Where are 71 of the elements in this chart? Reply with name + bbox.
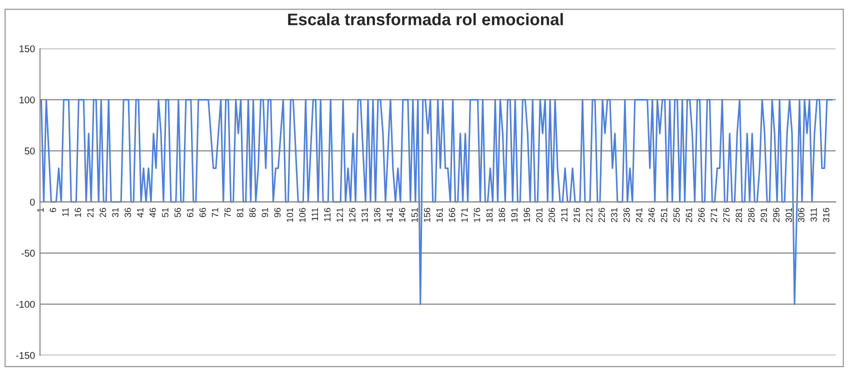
x-tick-label: 216 <box>574 208 580 222</box>
x-tick-label: 11 <box>62 208 69 216</box>
x-tick-label: 186 <box>498 208 506 222</box>
x-tick-label: 301 <box>786 208 792 222</box>
x-tick-label: 116 <box>324 208 331 222</box>
x-tick-label: 231 <box>610 208 618 222</box>
x-tick-label: 276 <box>723 208 730 222</box>
x-tick-label: 236 <box>623 208 630 222</box>
x-tick-label: 176 <box>474 208 480 222</box>
chart-title: Escala transformada rol emocional <box>288 13 563 26</box>
x-tick-label: 41 <box>137 208 144 218</box>
x-tick-label: 211 <box>561 208 568 222</box>
y-tick-label: 150 <box>20 45 35 52</box>
x-tick-label: 21 <box>87 208 94 218</box>
x-tick-label: 286 <box>748 208 755 222</box>
x-tick-label: 111 <box>312 208 318 221</box>
x-tick-label: 246 <box>648 208 655 222</box>
x-tick-label: 71 <box>212 208 218 218</box>
x-tick-label: 146 <box>398 208 406 222</box>
x-tick-label: 201 <box>536 208 543 222</box>
y-tick-label: -50 <box>22 250 35 257</box>
x-tick-label: 221 <box>586 208 592 222</box>
x-tick-label: 156 <box>424 208 430 222</box>
x-tick-label: 91 <box>262 208 268 218</box>
x-tick-label: 16 <box>74 208 82 217</box>
x-tick-label: 241 <box>636 208 642 222</box>
x-tick-label: 96 <box>274 208 281 218</box>
x-tick-label: 161 <box>436 208 443 222</box>
x-tick-label: 196 <box>524 208 530 222</box>
x-tick-label: 171 <box>461 208 468 222</box>
x-tick-label: 311 <box>810 208 817 222</box>
x-tick-label: 76 <box>224 208 231 218</box>
x-tick-label: 101 <box>286 208 294 222</box>
x-tick-label: 291 <box>760 208 768 222</box>
x-tick-label: 266 <box>698 208 705 222</box>
x-tick-label: 106 <box>299 208 306 222</box>
x-tick-label: 126 <box>349 208 356 222</box>
x-tick-label: 141 <box>386 208 393 222</box>
x-tick-label: 281 <box>736 208 742 222</box>
x-tick-label: 261 <box>686 208 692 222</box>
x-tick-label: 31 <box>112 208 118 218</box>
x-tick-label: 306 <box>798 208 804 222</box>
x-tick-label: 61 <box>186 208 194 218</box>
x-tick-label: 121 <box>336 208 343 222</box>
x-tick-label: 26 <box>100 208 106 218</box>
x-tick-label: 226 <box>598 208 605 222</box>
x-tick-label: 56 <box>174 208 181 218</box>
x-tick-label: 251 <box>660 208 668 222</box>
y-tick-label: 0 <box>30 198 35 206</box>
y-tick-label: -100 <box>16 300 35 308</box>
x-tick-label: 166 <box>448 208 456 222</box>
x-tick-label: 296 <box>773 208 780 222</box>
y-tick-label: 50 <box>24 148 35 154</box>
x-tick-label: 36 <box>124 208 131 218</box>
y-tick-label: -150 <box>16 352 35 359</box>
x-tick-label: 86 <box>249 208 256 218</box>
x-tick-label: 181 <box>486 208 493 222</box>
x-tick-label: 316 <box>822 208 830 222</box>
x-tick-label: 6 <box>50 208 56 212</box>
x-tick-label: 191 <box>511 208 518 222</box>
x-tick-label: 256 <box>673 208 680 222</box>
x-tick-label: 131 <box>362 208 368 222</box>
y-tick-label: 100 <box>20 96 35 104</box>
x-tick-label: 46 <box>150 208 156 218</box>
x-tick-label: 136 <box>374 208 380 222</box>
x-tick-label: 206 <box>548 208 555 222</box>
x-tick-label: 81 <box>236 208 244 218</box>
x-tick-label: 66 <box>199 208 206 218</box>
x-tick-label: 151 <box>412 208 418 222</box>
x-tick-label: 51 <box>162 208 168 218</box>
x-tick-label: 271 <box>710 208 718 222</box>
